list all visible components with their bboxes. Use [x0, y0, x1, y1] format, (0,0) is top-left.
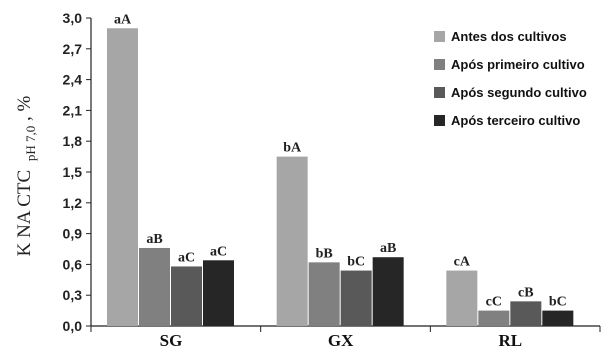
y-tick-label: 2,1	[63, 102, 83, 118]
y-tick-label: 2,7	[63, 41, 83, 57]
bar	[203, 260, 234, 326]
y-axis-title-main: K NA CTC	[14, 170, 35, 257]
legend-label: Após primeiro cultivo	[451, 57, 585, 72]
bar	[542, 310, 574, 326]
y-tick-label: 1,8	[63, 133, 83, 149]
bar-data-label: bB	[316, 246, 333, 261]
bar-data-label: bA	[283, 141, 302, 156]
bar	[107, 28, 138, 327]
bar	[446, 270, 478, 326]
bar	[308, 262, 340, 326]
y-tick-label: 0,9	[63, 226, 83, 242]
x-category-label: SG	[160, 331, 183, 349]
y-axis-title: K NA CTC pH 7,0 , %	[14, 95, 40, 256]
bar-data-label: aC	[210, 244, 227, 259]
y-tick-label: 1,2	[63, 195, 83, 211]
bars	[107, 28, 574, 327]
bar-data-label: aB	[146, 232, 162, 247]
y-tick-label: 2,4	[63, 72, 83, 88]
x-category-label: RL	[499, 331, 523, 349]
legend-swatch	[434, 59, 445, 70]
bar-data-label: cC	[486, 295, 502, 310]
bar	[139, 247, 170, 326]
y-tick-label: 3,0	[63, 10, 83, 26]
legend-swatch	[434, 115, 445, 126]
legend-swatch	[434, 87, 445, 98]
legend-label: Após segundo cultivo	[451, 85, 587, 100]
bar	[510, 301, 542, 326]
bar	[372, 257, 404, 326]
svg-text:K NA CTC pH 7,0 ,: K NA CTC pH 7,0 , %	[14, 95, 40, 256]
y-tick-label: 1,5	[63, 164, 83, 180]
bar	[276, 156, 308, 326]
y-tick-label: 0,6	[63, 256, 83, 272]
y-tick-label: 0,0	[63, 318, 83, 334]
bar-data-label: aC	[178, 250, 195, 265]
legend: Antes dos cultivos Após primeiro cultivo A…	[434, 29, 587, 128]
data-labels: aA aB aC aC bA bB bC aB cA cC cB bC	[114, 12, 567, 309]
bar-data-label: cA	[454, 255, 471, 270]
bar	[171, 266, 202, 326]
bar-data-label: cB	[518, 285, 534, 300]
y-tick-label: 0,3	[63, 287, 83, 303]
legend-swatch	[434, 31, 445, 42]
y-axis-title-suffix: , %	[14, 95, 35, 121]
x-category-label: GX	[328, 331, 354, 349]
bar	[340, 270, 372, 326]
legend-label: Após terceiro cultivo	[451, 113, 580, 128]
y-axis-title-subscript: pH 7,0	[23, 126, 38, 161]
bar-data-label: aB	[380, 241, 396, 256]
legend-label: Antes dos cultivos	[451, 29, 567, 44]
bar-data-label: bC	[549, 295, 567, 310]
bar-data-label: bC	[347, 255, 365, 270]
axes: 0,0 0,3 0,6 0,9 1,2 1,5 1,8 2,1 2,4 2,7 3,0 SG GX RL	[63, 10, 601, 349]
bar	[478, 310, 510, 326]
bar-data-label: aA	[114, 12, 132, 27]
